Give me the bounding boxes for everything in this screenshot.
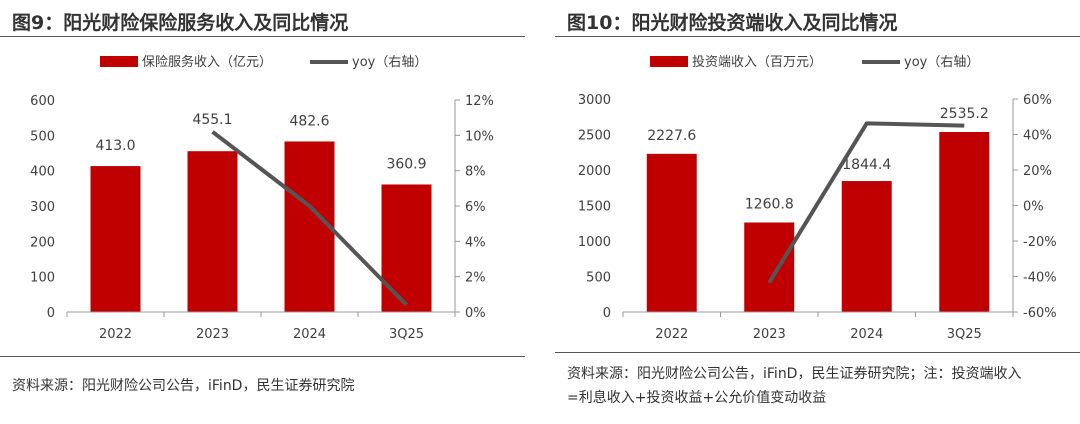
- chart-canvas: 投资端收入（百万元） yoy（右轴） 0 500 1000 1500 2000 2500 300…: [578, 54, 1057, 342]
- chart-canvas: 保险服务收入（亿元） yoy（右轴） 0 100 200 300 400 500 600 0% 2%…: [30, 54, 494, 342]
- bar-data-label: 413.0: [95, 138, 135, 154]
- bar: [187, 151, 238, 312]
- legend-line-label: yoy（右轴）: [352, 55, 427, 70]
- bar: [939, 132, 990, 312]
- chart-title: 图9：阳光财险保险服务收入及同比情况: [12, 12, 349, 34]
- bar: [744, 222, 795, 312]
- y-right-tick-label: 20%: [1023, 164, 1052, 179]
- source-note-line2: =利息收入+投资收益+公允价值变动收益: [567, 390, 827, 406]
- legend-bar-label: 保险服务收入（亿元）: [142, 54, 272, 70]
- y-left-tick-label: 200: [30, 235, 55, 250]
- y-left-tick-label: 3000: [578, 93, 611, 108]
- bar-data-label: 2535.2: [940, 106, 989, 122]
- y-left-tick-label: 600: [30, 94, 55, 109]
- source-note: 资料来源：阳光财险公司公告，iFinD，民生证券研究院；注：投资端收入: [567, 366, 1022, 382]
- y-left-tick-label: 0: [47, 306, 55, 321]
- y-left-tick-label: 2000: [578, 164, 611, 179]
- y-right-tick-label: 0%: [1023, 200, 1044, 215]
- y-left-tick-label: 2500: [578, 129, 611, 144]
- chart-panel-insurance-revenue: 图9：阳光财险保险服务收入及同比情况 保险服务收入（亿元） yoy（右轴） 0 100…: [0, 0, 525, 424]
- bar-data-label: 1844.4: [842, 157, 891, 173]
- bar-data-label: 455.1: [192, 112, 232, 128]
- x-tick-label: 2022: [99, 327, 132, 342]
- bar-data-label: 360.9: [386, 156, 426, 172]
- x-tick-label: 3Q25: [947, 327, 982, 342]
- bar-data-label: 482.6: [289, 113, 329, 129]
- y-left-tick-label: 300: [30, 200, 55, 215]
- y-right-tick-label: -60%: [1023, 306, 1057, 321]
- y-right-tick-label: 60%: [1023, 93, 1052, 108]
- legend-bar-swatch: [100, 56, 138, 67]
- y-left-tick-label: 500: [30, 129, 55, 144]
- yoy-line: [767, 121, 965, 284]
- y-right-tick-label: -40%: [1023, 271, 1057, 286]
- bar: [284, 141, 335, 312]
- y-left-tick-label: 1000: [578, 235, 611, 250]
- y-left-tick-label: 1500: [578, 200, 611, 215]
- title-divider: [555, 36, 1080, 37]
- y-right-tick-label: 2%: [465, 271, 486, 286]
- bar: [646, 153, 697, 312]
- y-right-tick-label: 8%: [465, 165, 486, 180]
- bar-data-label: 1260.8: [745, 196, 794, 212]
- x-tick-label: 2024: [293, 327, 326, 342]
- y-left-tick-label: 400: [30, 165, 55, 180]
- x-tick-label: 3Q25: [389, 327, 424, 342]
- x-tick-label: 2023: [753, 327, 786, 342]
- chart-panel-investment-revenue: 图10：阳光财险投资端收入及同比情况 投资端收入（百万元） yoy（右轴） 0 500…: [555, 0, 1080, 424]
- chart-title: 图10：阳光财险投资端收入及同比情况: [567, 12, 898, 34]
- y-right-tick-label: 4%: [465, 235, 486, 250]
- source-note: 资料来源：阳光财险公司公告，iFinD，民生证券研究院: [12, 378, 355, 394]
- title-divider: [0, 36, 525, 37]
- legend-bar-label: 投资端收入（百万元）: [692, 54, 822, 70]
- y-right-tick-label: 40%: [1023, 129, 1052, 144]
- source-divider: [0, 356, 525, 357]
- y-right-tick-label: 12%: [465, 94, 494, 109]
- bar: [841, 181, 892, 312]
- x-tick-label: 2024: [850, 327, 883, 342]
- y-right-tick-label: 10%: [465, 129, 494, 144]
- y-left-tick-label: 0: [603, 306, 611, 321]
- y-right-tick-label: -20%: [1023, 235, 1057, 250]
- bar-data-label: 2227.6: [647, 128, 696, 144]
- bar: [90, 166, 141, 312]
- source-divider: [555, 352, 1080, 353]
- x-tick-label: 2023: [196, 327, 229, 342]
- legend-bar-swatch: [650, 56, 688, 67]
- yoy-line: [211, 130, 408, 307]
- legend-line-label: yoy（右轴）: [904, 55, 979, 70]
- y-left-tick-label: 100: [30, 271, 55, 286]
- y-right-tick-label: 0%: [465, 306, 486, 321]
- y-left-tick-label: 500: [586, 271, 611, 286]
- x-tick-label: 2022: [655, 327, 688, 342]
- bar: [381, 184, 432, 312]
- y-right-tick-label: 6%: [465, 200, 486, 215]
